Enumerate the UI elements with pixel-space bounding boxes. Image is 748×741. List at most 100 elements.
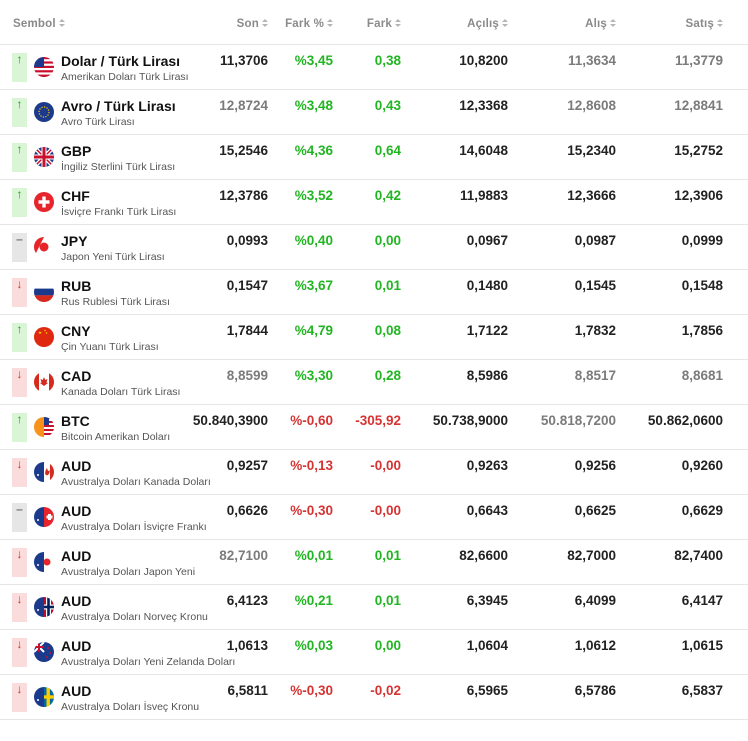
last-price: 12,3786 [219,188,268,203]
change-percent: %0,03 [294,638,333,653]
change-value: 0,08 [374,323,401,338]
arrow-down-icon: ↓ [12,368,27,397]
change-value: -0,02 [370,683,401,698]
table-row[interactable]: ↓ RUB Rus Rublesi Türk Lirası 0,1547 %3,67 0,… [0,270,748,315]
change-value: 0,42 [374,188,401,203]
symbol-name[interactable]: AUD [61,503,92,519]
flag-icon [34,57,54,77]
open-price: 0,9263 [466,458,508,473]
flag-icon [34,192,54,212]
table-row[interactable]: ↑ GBP İngiliz Sterlini Türk Lirası 15,2546%… [0,135,748,180]
header-change-pct[interactable]: Fark % [285,18,333,30]
flag-icon [34,507,54,527]
symbol-name[interactable]: Dolar / Türk Lirası [61,53,181,69]
symbol-name[interactable]: JPY [61,233,88,249]
table-row[interactable]: – JPY Japon Yeni Türk Lirası 0,0993 %0,40 0,0… [0,225,748,270]
last-price: 8,8599 [226,368,268,383]
header-bid-label: Alış [585,18,607,30]
table-row[interactable]: ↑ Avro / Türk Lirası Avro Türk Lirası 12,87… [0,90,748,135]
sort-icon [717,19,723,28]
table-row[interactable]: ↓ AUD Avustralya Doları İsveç Kronu 6,5811%… [0,675,748,720]
arrow-up-icon: ↑ [12,143,27,172]
change-percent: %3,48 [294,98,333,113]
sort-icon [395,19,401,28]
symbol-name[interactable]: GBP [61,143,92,159]
table-row[interactable]: ↓ AUD Avustralya Doları Japon Yeni 82,7100%… [0,540,748,585]
arrow-up-icon: ↑ [12,53,27,82]
last-price: 6,4123 [226,593,268,608]
header-last[interactable]: Son [237,18,268,30]
symbol-description: Avustralya Doları Kanada Doları [61,476,211,488]
symbol-name[interactable]: AUD [61,458,92,474]
header-change[interactable]: Fark [367,18,401,30]
header-ask[interactable]: Satış [686,18,723,30]
table-row[interactable]: ↑ Dolar / Türk Lirası Amerikan Doları Türk… [0,45,748,90]
table-row[interactable]: ↑ BTC Bitcoin Amerikan Doları 50.840,3900 %-… [0,405,748,450]
symbol-description: Kanada Doları Türk Lirası [61,386,181,398]
flag-icon [34,282,54,302]
table-row[interactable]: ↓ AUD Avustralya Doları Norveç Kronu 6,4123… [0,585,748,630]
change-percent: %0,40 [294,233,333,248]
flag-icon [34,642,54,662]
change-value: 0,01 [374,278,401,293]
table-row[interactable]: ↓ CAD Kanada Doları Türk Lirası 8,8599 %3,30… [0,360,748,405]
currency-table: Sembol Son Fark % Fark Açılış Alış Satış… [0,18,748,720]
last-price: 0,9257 [226,458,268,473]
symbol-name[interactable]: CHF [61,188,90,204]
change-percent: %-0,30 [290,683,333,698]
bid-price: 0,6625 [574,503,616,518]
header-open-label: Açılış [467,18,499,30]
change-percent: %3,30 [294,368,333,383]
table-row[interactable]: ↓ AUD Avustralya Doları Kanada Doları 0,925… [0,450,748,495]
symbol-description: İngiliz Sterlini Türk Lirası [61,161,176,173]
dash-icon: – [12,233,27,262]
symbol-description: Amerikan Doları Türk Lirası [61,71,189,83]
arrow-up-icon: ↑ [12,98,27,127]
symbol-name[interactable]: CAD [61,368,92,384]
sort-icon [262,19,268,28]
header-last-label: Son [236,18,259,30]
bid-price: 6,4099 [574,593,616,608]
open-price: 1,0604 [466,638,508,653]
symbol-name[interactable]: BTC [61,413,90,429]
symbol-name[interactable]: AUD [61,593,92,609]
header-open[interactable]: Açılış [467,18,508,30]
symbol-description: Çin Yuanı Türk Lirası [61,341,159,353]
change-percent: %-0,13 [290,458,333,473]
change-percent: %-0,30 [290,503,333,518]
change-percent: %3,52 [294,188,333,203]
open-price: 50.738,9000 [432,413,508,428]
open-price: 14,6048 [459,143,508,158]
ask-price: 11,3779 [674,53,723,68]
last-price: 0,6626 [226,503,268,518]
last-price: 0,1547 [226,278,268,293]
header-change-pct-label: Fark % [285,18,324,30]
table-row[interactable]: – AUD Avustralya Doları İsviçre Frankı 0,66… [0,495,748,540]
change-percent: %3,45 [294,53,333,68]
table-row[interactable]: ↑ CHF İsviçre Frankı Türk Lirası 12,3786 %3,… [0,180,748,225]
symbol-name[interactable]: AUD [61,548,92,564]
ask-price: 6,4147 [681,593,723,608]
open-price: 0,1480 [466,278,508,293]
symbol-name[interactable]: RUB [61,278,92,294]
bid-price: 11,3634 [567,53,616,68]
symbol-description: Bitcoin Amerikan Doları [61,431,171,443]
bid-price: 1,0612 [574,638,616,653]
last-price: 11,3706 [219,53,268,68]
flag-icon [34,327,54,347]
symbol-description: Avustralya Doları İsveç Kronu [61,701,200,713]
symbol-description: Rus Rublesi Türk Lirası [61,296,170,308]
table-row[interactable]: ↓ AUD Avustralya Doları Yeni Zelanda Dolar… [0,630,748,675]
symbol-name[interactable]: CNY [61,323,91,339]
header-bid[interactable]: Alış [585,18,616,30]
arrow-up-icon: ↑ [12,413,27,442]
header-symbol[interactable]: Sembol [13,18,65,30]
symbol-description: İsviçre Frankı Türk Lirası [61,206,177,218]
change-value: 0,43 [374,98,401,113]
bid-price: 12,3666 [567,188,616,203]
symbol-name[interactable]: AUD [61,638,92,654]
table-row[interactable]: ↑ CNY Çin Yuanı Türk Lirası 1,7844 %4,79 0,08… [0,315,748,360]
symbol-name[interactable]: Avro / Türk Lirası [61,98,176,114]
symbol-name[interactable]: AUD [61,683,92,699]
symbol-description: Avro Türk Lirası [61,116,135,128]
